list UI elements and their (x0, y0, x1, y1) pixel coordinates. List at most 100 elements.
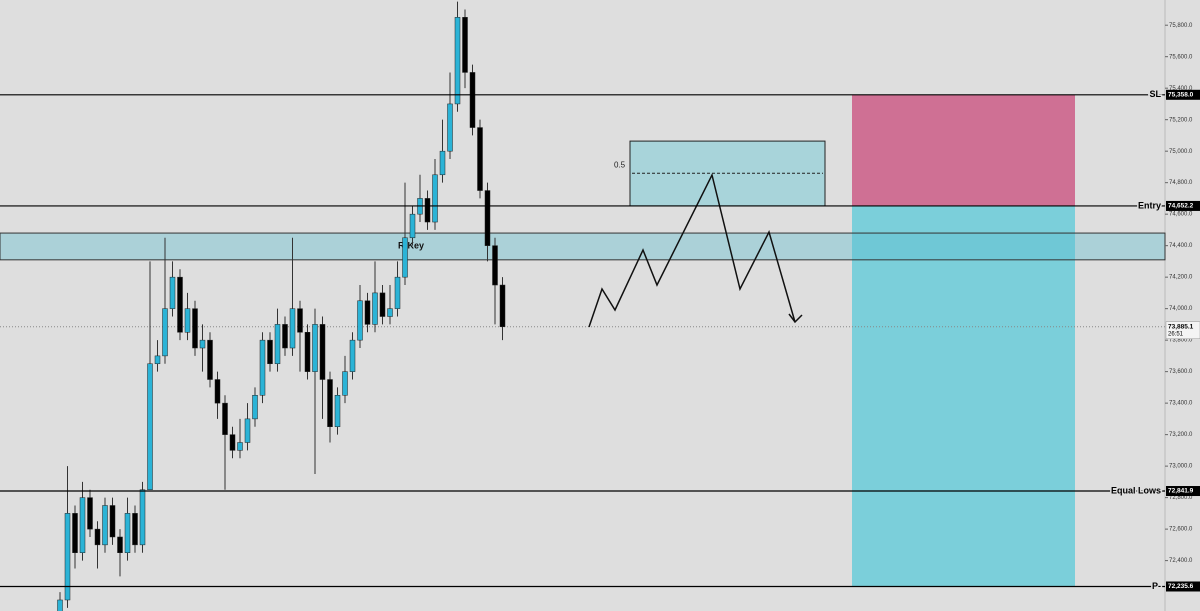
target-zone (852, 205, 1075, 587)
candle-body (117, 536, 123, 553)
y-tick-label: 74,000.0 (1169, 306, 1193, 312)
y-tick-label: 72,600.0 (1169, 527, 1193, 533)
candle-body (109, 505, 116, 538)
price-tag-label: 75,358.0 (1168, 92, 1194, 99)
candle-body (402, 237, 408, 278)
candle-body (214, 379, 221, 404)
fib-label: 0.5 (614, 160, 626, 169)
current-tag (1165, 321, 1200, 339)
candle-body (387, 308, 393, 317)
candle-body (139, 489, 146, 546)
candle-body (267, 339, 273, 365)
candle-body (229, 434, 236, 451)
current-price-label: 73,885.1 (1168, 323, 1194, 330)
stop-zone (852, 94, 1075, 206)
price-tag (1166, 486, 1200, 497)
y-tick-label: 74,800.0 (1169, 180, 1193, 186)
candle-body (492, 245, 498, 286)
candle-body (162, 308, 168, 357)
candle-body (252, 395, 258, 420)
candle-body (192, 308, 198, 349)
y-tick-label: 73,600.0 (1169, 369, 1193, 375)
candle-body (289, 308, 296, 349)
candle-body (334, 395, 341, 428)
projection-arrow (788, 313, 803, 324)
candle-body (199, 339, 206, 349)
y-tick-label: 73,200.0 (1169, 432, 1193, 438)
candle-body (477, 127, 483, 191)
candle-body (469, 72, 476, 128)
y-tick-label: 75,400.0 (1169, 86, 1193, 92)
candle-body (447, 103, 453, 152)
candle-body (462, 17, 468, 73)
y-tick-label: 73,000.0 (1169, 464, 1193, 470)
candle-body (409, 213, 416, 239)
candle-body (439, 150, 446, 176)
zone-label: R-Key (398, 240, 424, 250)
price-tag (1166, 89, 1200, 100)
candle-body (184, 308, 191, 333)
candle-body (357, 300, 363, 341)
candle-body (274, 324, 281, 365)
y-tick-label: 74,200.0 (1169, 275, 1193, 281)
candle-body (364, 300, 371, 325)
candle-body (102, 505, 108, 546)
y-tick-label: 74,400.0 (1169, 243, 1193, 249)
candle-body (207, 339, 213, 380)
candle-body (177, 276, 183, 333)
key-zone (0, 232, 1166, 261)
price-tag (1166, 581, 1200, 592)
candle-body (169, 276, 176, 309)
y-tick-label: 75,200.0 (1169, 117, 1193, 123)
candle-body (319, 324, 326, 380)
candle-body (499, 284, 506, 328)
level-name: Entry (1138, 200, 1161, 210)
candle-body (372, 292, 378, 325)
y-tick-label: 72,400.0 (1169, 558, 1193, 564)
countdown-label: 26:51 (1168, 331, 1184, 337)
y-tick-label: 75,800.0 (1169, 23, 1193, 29)
y-tick-label: 75,000.0 (1169, 149, 1193, 155)
candle-body (57, 599, 63, 611)
price-tag-label: 72,841.9 (1168, 488, 1194, 495)
candle-body (297, 308, 303, 333)
candle-body (79, 497, 86, 553)
candle-body (244, 418, 251, 443)
y-tick-label: 72,800.0 (1169, 495, 1193, 501)
candle-body (154, 355, 161, 365)
y-tick-label: 73,400.0 (1169, 401, 1193, 407)
candle-body (72, 513, 78, 553)
y-tick-label: 73,800.0 (1169, 338, 1193, 344)
projection-path (588, 172, 796, 328)
candle-body (237, 442, 243, 451)
level-name: SL (1149, 89, 1161, 99)
candle-body (222, 402, 228, 435)
candle-body (259, 339, 266, 396)
y-tick-label: 75,600.0 (1169, 54, 1193, 60)
price-tag-label: 72,235.6 (1168, 583, 1194, 590)
candle-body (64, 513, 71, 601)
candle-body (304, 332, 311, 372)
candle-body (349, 339, 356, 372)
price-tag (1166, 200, 1200, 211)
candle-body (379, 292, 386, 317)
candle-body (282, 324, 288, 349)
candle-body (432, 174, 438, 223)
candle-body (454, 17, 461, 105)
level-name: P- (1152, 581, 1161, 591)
candle-body (94, 528, 101, 546)
y-tick-label: 74,600.0 (1169, 212, 1193, 218)
price-tag-label: 74,652.2 (1168, 203, 1194, 210)
level-name: Equal Lows (1111, 485, 1161, 495)
candle-body (147, 363, 153, 490)
candle-body (424, 198, 431, 223)
candle-body (132, 513, 138, 546)
candle-body (327, 379, 333, 428)
candle-body (87, 497, 93, 530)
candle-body (394, 276, 401, 309)
candle-body (342, 371, 348, 396)
candle-body (312, 324, 318, 372)
candle-body (484, 190, 491, 246)
